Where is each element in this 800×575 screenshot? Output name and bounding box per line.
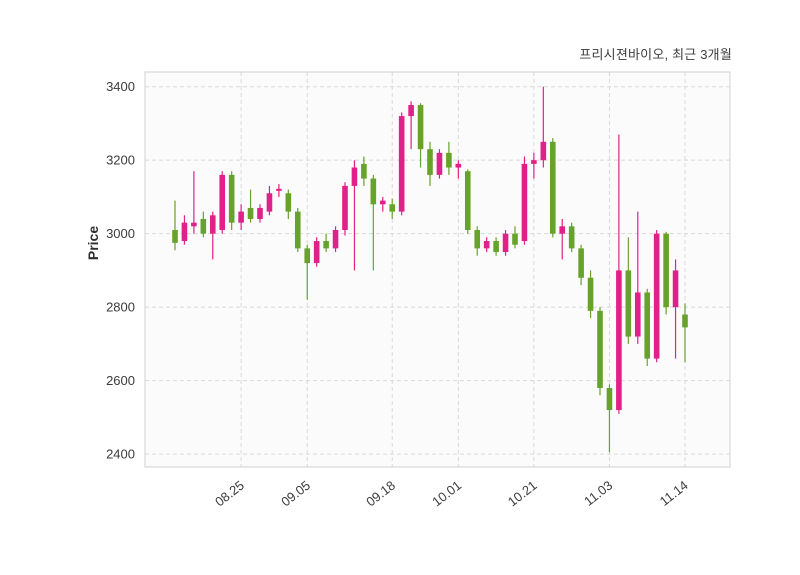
- candle-body: [379, 200, 386, 205]
- candle-body: [209, 215, 216, 234]
- candle-body: [257, 207, 263, 219]
- candle-body: [464, 171, 471, 230]
- candle-body: [493, 241, 499, 253]
- candle-body: [313, 241, 320, 264]
- candle-body: [672, 270, 679, 308]
- candle-body: [644, 292, 651, 359]
- x-tick-label: 10.01: [429, 478, 464, 510]
- candle-body: [625, 270, 632, 337]
- candle-body: [398, 116, 405, 212]
- candle-body: [606, 388, 613, 411]
- candle-body: [587, 277, 594, 311]
- candle-body: [474, 230, 481, 249]
- candle-body: [285, 193, 292, 212]
- y-tick-label: 2400: [106, 447, 135, 462]
- plot-frame: [144, 71, 731, 468]
- candle-body: [616, 270, 622, 411]
- candle-body: [436, 152, 443, 175]
- candle-body: [597, 310, 603, 388]
- y-tick-label: 2600: [106, 373, 135, 388]
- x-tick-label: 08.25: [212, 478, 247, 510]
- candle-body: [219, 174, 226, 230]
- candle-body: [455, 163, 462, 168]
- candle-body: [663, 233, 669, 308]
- candle-body: [568, 226, 575, 249]
- y-tick-label: 3400: [106, 79, 135, 94]
- candle-body: [521, 163, 528, 242]
- candle-body: [351, 167, 358, 186]
- candle-body: [389, 204, 396, 212]
- candle-body: [483, 241, 490, 249]
- candle-body: [653, 233, 660, 359]
- candle-body: [247, 207, 254, 219]
- candle-body: [427, 149, 433, 175]
- x-tick-label: 11.03: [581, 478, 615, 509]
- candle-body: [181, 222, 188, 242]
- candle-body: [342, 185, 348, 230]
- candle-body: [512, 233, 518, 245]
- candle-body: [276, 188, 282, 191]
- candle-body: [191, 222, 197, 227]
- candle-body: [559, 226, 566, 234]
- candle-body: [238, 211, 244, 223]
- y-axis-label: Price: [85, 225, 102, 261]
- candle-body: [266, 193, 273, 212]
- candle-body: [228, 174, 235, 223]
- chart-title: 프리시젼바이오, 최근 3개월: [579, 47, 732, 62]
- candle-body: [502, 233, 509, 253]
- x-tick-label: 10.21: [505, 478, 540, 510]
- x-tick-label: 11.14: [657, 478, 691, 509]
- x-tick-label: 09.18: [363, 478, 398, 510]
- candle-body: [332, 230, 339, 249]
- candle-body: [682, 314, 688, 328]
- candle-body: [304, 248, 311, 264]
- candle-body: [370, 178, 377, 205]
- candle-body: [531, 160, 537, 164]
- candle-body: [200, 218, 207, 234]
- x-tick-label: 09.05: [278, 478, 313, 510]
- candle-body: [408, 105, 414, 117]
- candle-body: [578, 248, 584, 278]
- y-tick-label: 3000: [106, 226, 135, 241]
- candle-body: [361, 163, 367, 179]
- candle-body: [172, 230, 178, 243]
- y-tick-label: 2800: [106, 300, 135, 315]
- candle-body: [323, 241, 329, 249]
- candle-body: [634, 292, 641, 337]
- candle-body: [446, 152, 452, 168]
- candle-body: [549, 141, 556, 234]
- plot-area: [145, 72, 730, 467]
- candle-body: [540, 141, 547, 161]
- y-tick-label: 3200: [106, 153, 135, 168]
- candle-body: [294, 211, 301, 249]
- candle-body: [417, 105, 424, 150]
